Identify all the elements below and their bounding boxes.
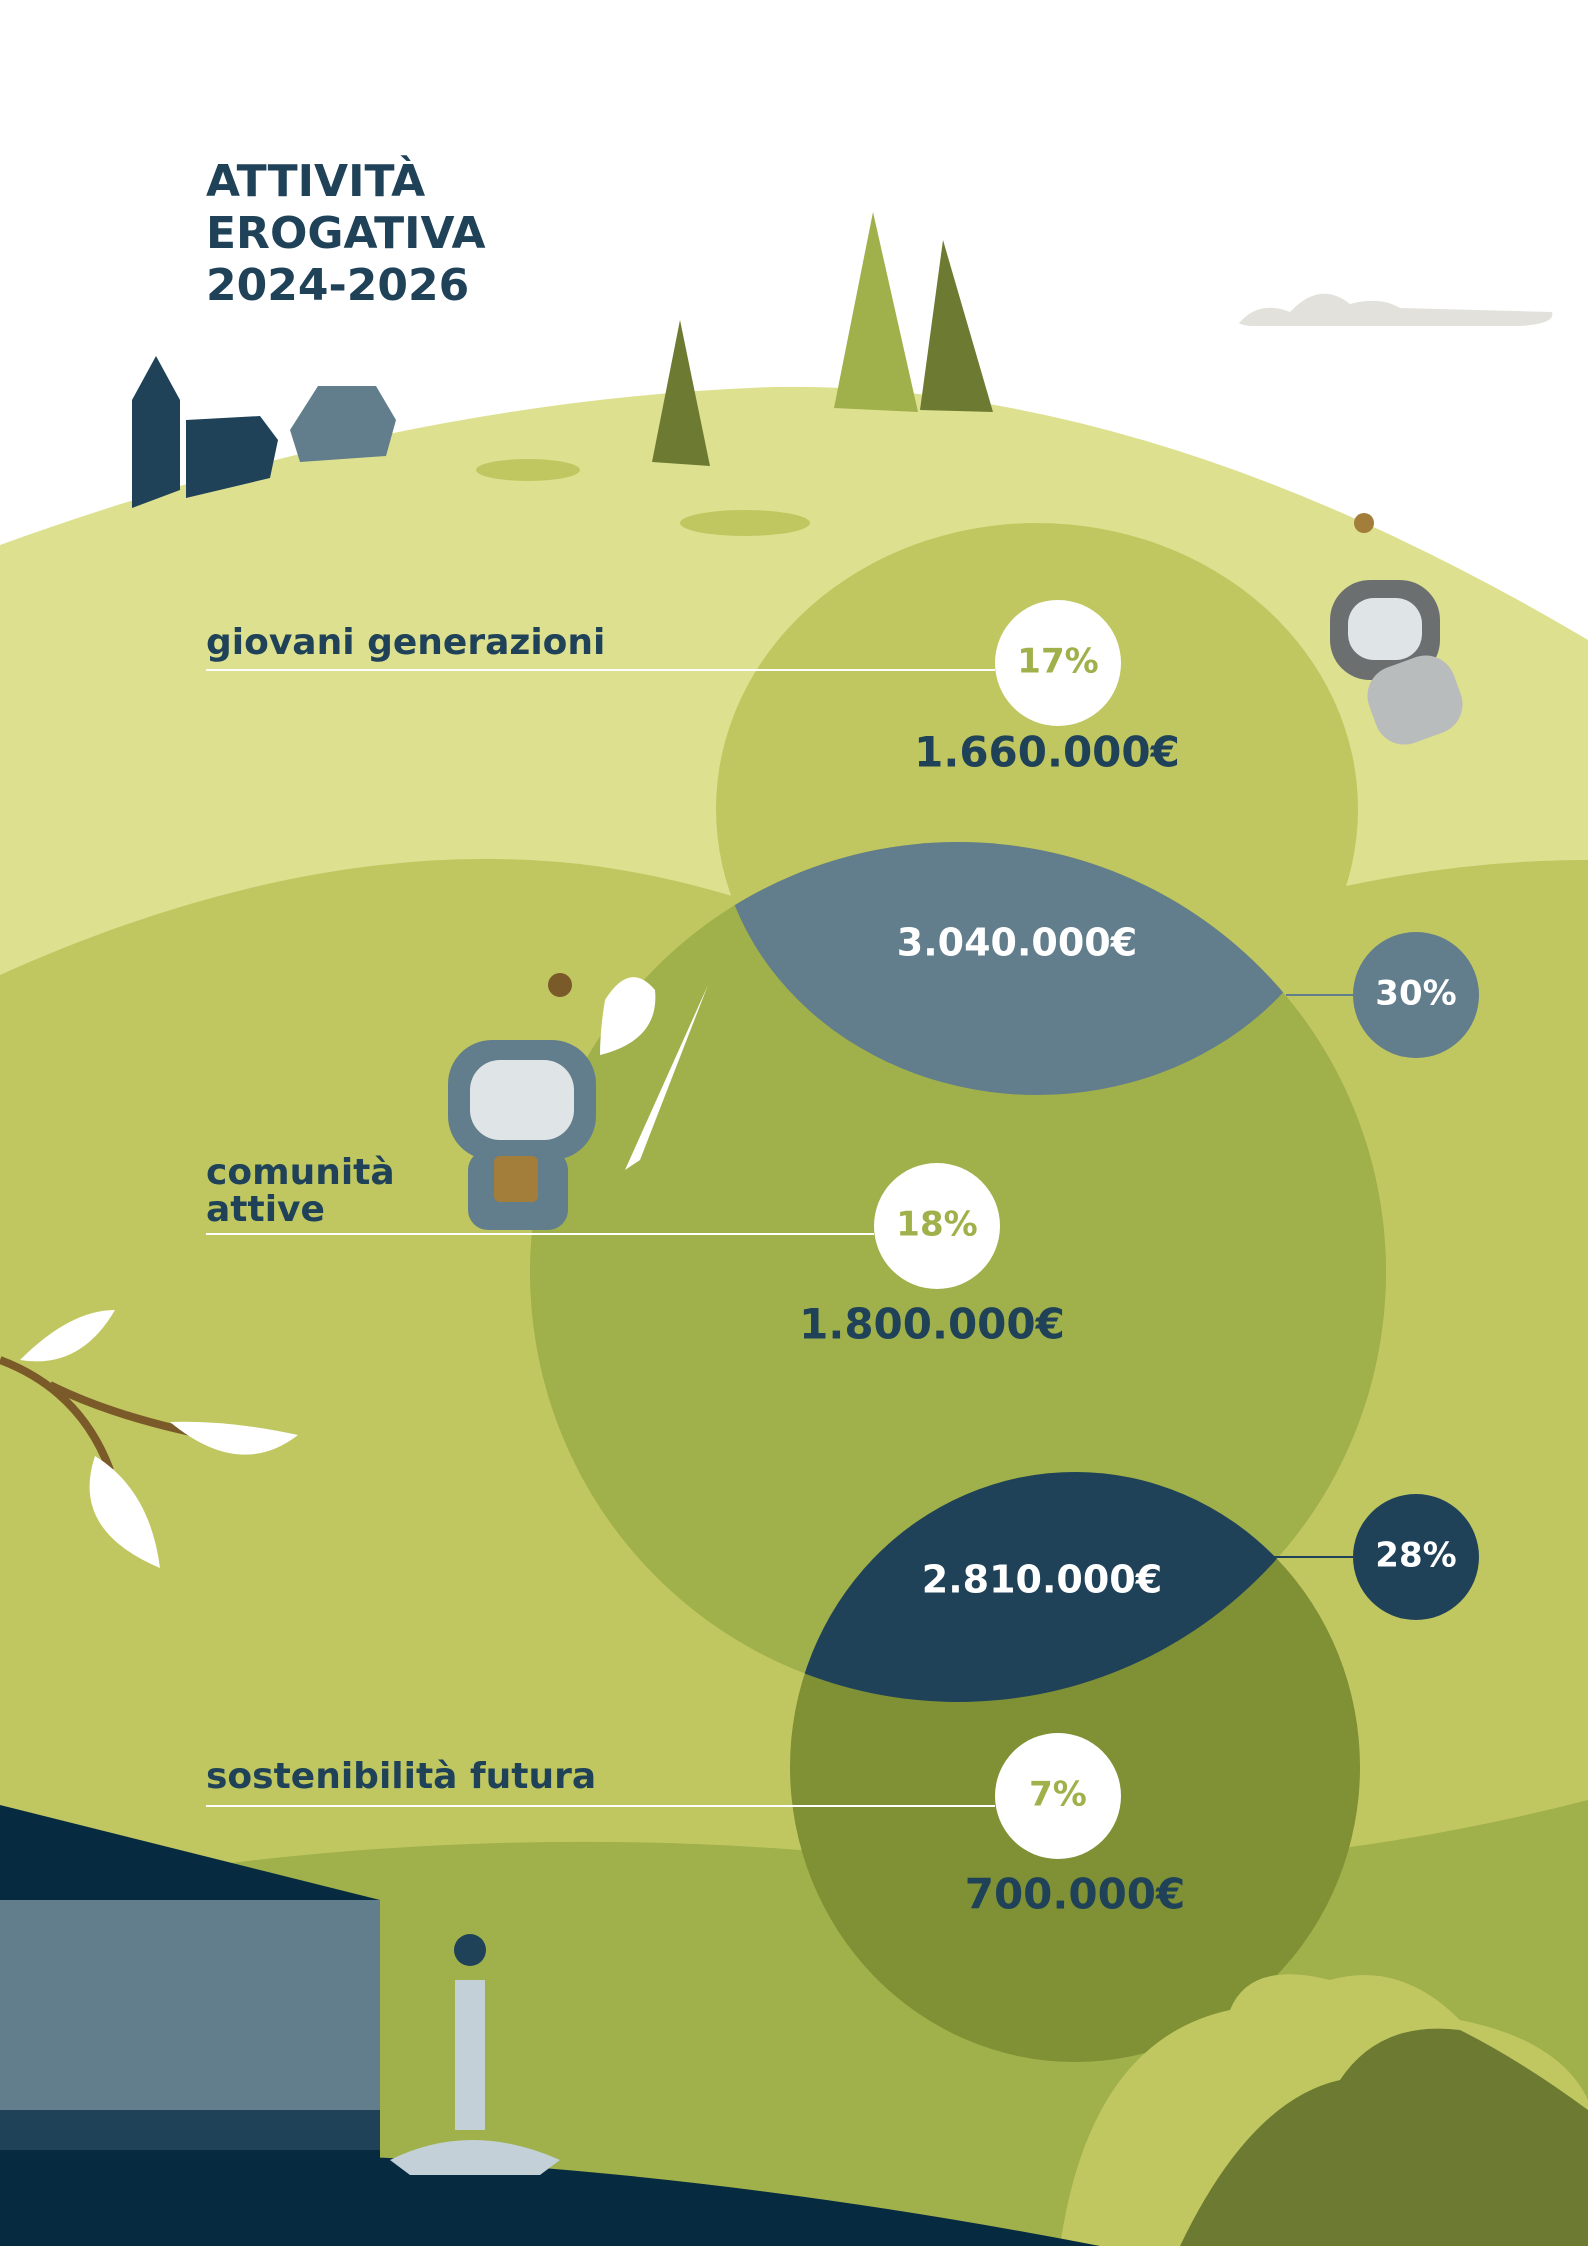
area-label: giovani generazioni [206, 622, 605, 663]
overlap-percent: 30% [1375, 974, 1456, 1014]
area-label: attive [206, 1189, 325, 1230]
title-line: EROGATIVA [206, 208, 486, 259]
overlap-percent: 28% [1375, 1536, 1456, 1576]
amount-label: 1.660.000€ [914, 728, 1180, 777]
overlap-amount: 3.040.000€ [897, 921, 1137, 965]
overlap-amount: 2.810.000€ [922, 1558, 1162, 1602]
title-line: 2024-2026 [206, 260, 469, 311]
infographic: ATTIVITÀEROGATIVA2024-2026 giovani gener… [0, 0, 1588, 2246]
area-label: sostenibilità futura [206, 1756, 596, 1797]
amount-label: 1.800.000€ [799, 1300, 1065, 1349]
percent-label: 18% [896, 1205, 977, 1245]
area-label: comunità [206, 1152, 395, 1193]
title-line: ATTIVITÀ [206, 154, 425, 207]
amount-label: 700.000€ [965, 1870, 1186, 1919]
percent-label: 17% [1017, 642, 1098, 682]
percent-label: 7% [1029, 1775, 1087, 1815]
